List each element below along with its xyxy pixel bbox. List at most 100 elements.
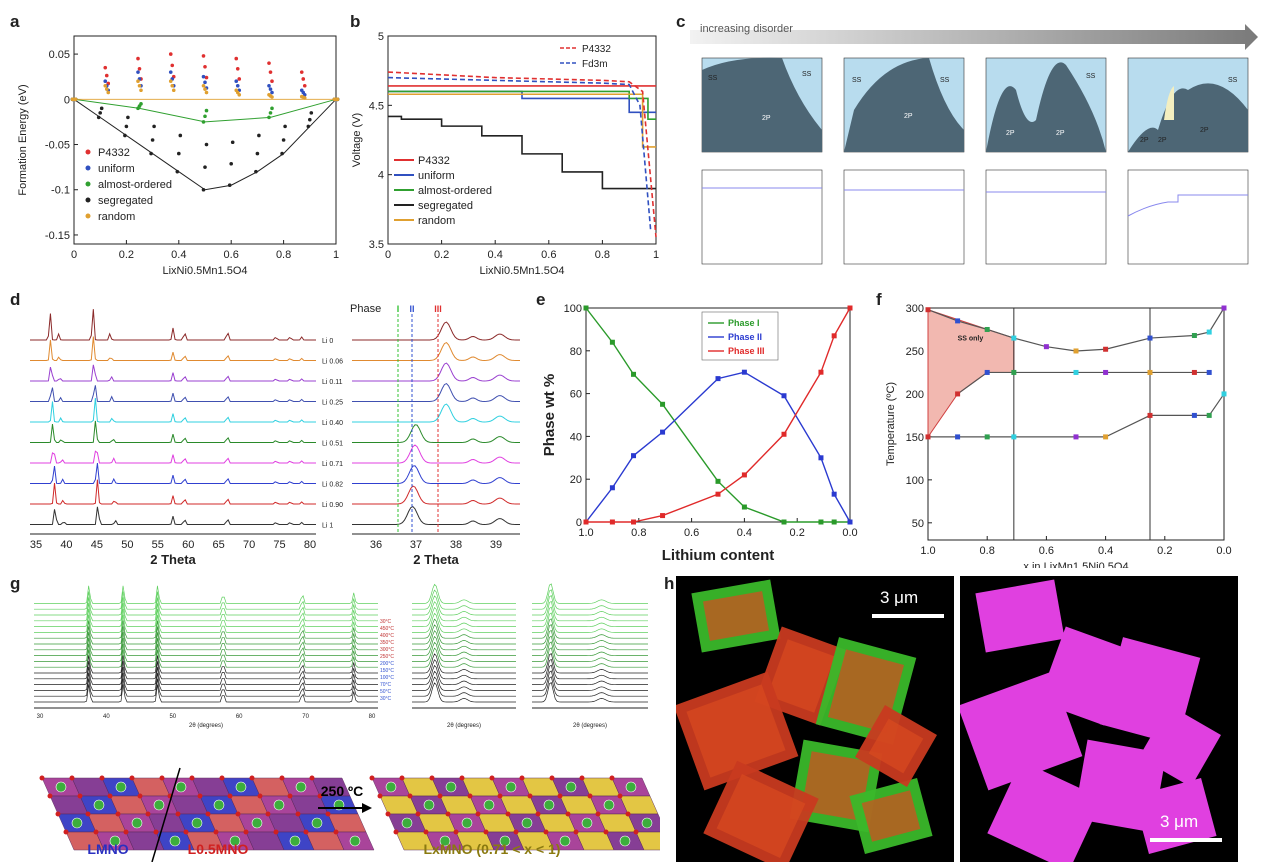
- y-tick-label: 20: [570, 474, 582, 486]
- x-axis-label: 2 Theta: [150, 552, 196, 567]
- o-atom: [243, 829, 249, 835]
- xrd-zoom-pattern: [352, 341, 521, 361]
- o-atom: [325, 811, 331, 817]
- data-point: [660, 401, 666, 407]
- legend-entry: Li 0.90: [322, 502, 343, 509]
- xrd-pattern: [34, 655, 378, 674]
- data-point: [98, 111, 102, 115]
- o-atom: [303, 829, 309, 835]
- legend-entry: P4332: [418, 155, 450, 167]
- data-point: [203, 64, 207, 69]
- x-tick-label: 0: [385, 249, 391, 261]
- temperature-label: 300°C: [380, 647, 394, 653]
- o-atom: [423, 829, 429, 835]
- phase-marker: III: [434, 304, 442, 314]
- o-atom: [175, 811, 181, 817]
- data-point: [741, 472, 747, 478]
- data-point: [268, 70, 273, 74]
- x-tick-label: 37: [410, 539, 422, 551]
- o-atom: [265, 811, 271, 817]
- li-atom: [559, 835, 571, 847]
- li-atom: [153, 799, 165, 811]
- y-tick-label: -0.05: [45, 140, 70, 152]
- data-point: [583, 305, 589, 311]
- xrd-pattern: [30, 385, 316, 403]
- legend-entry: almost-ordered: [418, 185, 492, 197]
- x-tick-label: 1: [653, 249, 659, 261]
- li-atom: [311, 817, 323, 829]
- y-tick-label: 300: [906, 303, 924, 315]
- series-line: [388, 115, 656, 190]
- panel-label-c: c: [676, 12, 686, 31]
- data-point: [299, 70, 304, 74]
- phase-label: SS: [1086, 73, 1096, 80]
- legend-entry: P4332: [582, 44, 611, 55]
- temperature-label: 200°C: [380, 661, 394, 667]
- phase-label: SS: [802, 71, 812, 78]
- xrd-zoom-pattern: [532, 670, 648, 691]
- o-atom: [369, 775, 375, 781]
- o-atom: [197, 793, 203, 799]
- y-axis-label: Formation Energy (eV): [17, 84, 29, 195]
- xrd-pattern: [34, 591, 378, 610]
- o-atom: [505, 811, 511, 817]
- li-atom: [295, 781, 307, 793]
- data-point: [267, 61, 271, 65]
- chart-g: 30 40 50 60 70 80 2θ (degrees) 2θ (degrees) 2θ (…: [34, 583, 660, 862]
- two-phase-region: [986, 62, 1106, 153]
- li-atom: [505, 781, 517, 793]
- data-point: [631, 371, 637, 377]
- y-tick-label: 4: [378, 170, 384, 182]
- xrd-zoom-pattern: [412, 595, 516, 616]
- li-atom: [169, 835, 181, 847]
- particle: [1139, 705, 1221, 787]
- panel-label-g: g: [10, 574, 21, 593]
- li-atom: [71, 817, 83, 829]
- data-point: [201, 54, 206, 58]
- data-point: [229, 161, 233, 166]
- data-point: [104, 73, 109, 78]
- data-point: [237, 92, 242, 97]
- x-tick-label: 80: [304, 539, 316, 551]
- data-point: [741, 504, 747, 510]
- xrd-zoom-pattern: [532, 653, 648, 674]
- o-atom: [235, 811, 241, 817]
- x-tick-label: 0.2: [119, 249, 134, 261]
- x-tick-label: 60: [182, 539, 194, 551]
- particle-core: [767, 639, 835, 713]
- data-point: [955, 434, 961, 440]
- x-tick-label: 0.2: [790, 527, 805, 539]
- voltage-frame: [1127, 169, 1249, 265]
- xrd-zoom-pattern: [352, 382, 521, 402]
- xrd-zoom-pattern: [412, 659, 516, 680]
- data-point: [103, 79, 108, 84]
- y-tick-label: 250: [906, 346, 924, 358]
- y-tick-label: -0.15: [45, 230, 70, 242]
- data-point: [270, 90, 274, 95]
- o-atom: [633, 829, 639, 835]
- xrd-pattern: [34, 585, 378, 604]
- xrd-zoom-pattern: [412, 630, 516, 651]
- polyhedron: [635, 831, 660, 851]
- data-point: [171, 88, 176, 93]
- x-tick-label: 1.0: [920, 545, 935, 557]
- panel-c-svg: SS SS 2P SS SS 2P 2P 2P SS SS 2P 2P 2P: [690, 24, 1258, 265]
- legend-entry: Li 0.25: [322, 400, 343, 407]
- scalebar-label-right: 3 μm: [1160, 812, 1199, 831]
- x-axis-label: LixNi0.5Mn1.5O4: [480, 265, 565, 277]
- data-point: [235, 66, 240, 71]
- o-atom: [85, 811, 91, 817]
- xrd-pattern: [34, 649, 378, 668]
- series-line: [388, 93, 656, 148]
- o-atom: [475, 811, 481, 817]
- data-point: [715, 491, 721, 497]
- y-tick-label: 0: [64, 94, 70, 106]
- chart-e: 1.0 0.8 0.6 0.4 0.2 0.0 0 20 40 60 80 100 Lithium co…: [541, 303, 858, 564]
- particle: [975, 579, 1065, 653]
- x-axis-label: 2θ (degrees): [447, 723, 481, 729]
- li-atom: [235, 781, 247, 793]
- y-tick-label: 80: [570, 346, 582, 358]
- xrd-zoom-pattern: [412, 601, 516, 622]
- li-atom: [423, 799, 435, 811]
- o-atom: [459, 775, 465, 781]
